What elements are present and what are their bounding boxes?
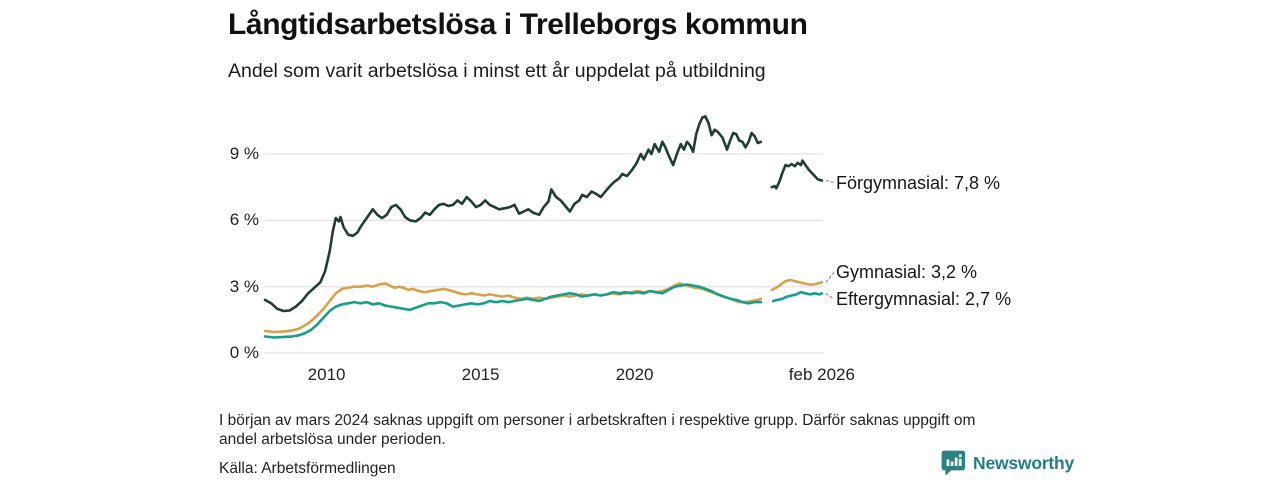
series-end-label-eftergymnasial: Eftergymnasial: 2,7 % — [836, 289, 1012, 310]
series-line-gymnasial — [263, 278, 824, 334]
newsworthy-logo-text: Newsworthy — [973, 453, 1075, 473]
newsworthy-logo: Newsworthy — [941, 450, 1074, 477]
y-tick-label: 3 % — [229, 276, 259, 296]
label-connector — [825, 271, 835, 283]
chart-title: Långtidsarbetslösa i Trelleborgs kommun — [228, 8, 808, 41]
newsworthy-logo-icon — [941, 450, 966, 477]
footnote-line-2: andel arbetslösa under perioden. — [219, 431, 446, 448]
series-line-förgymnasial — [263, 115, 824, 313]
series-end-label-gymnasial: Gymnasial: 3,2 % — [836, 262, 978, 283]
x-tick-label: 2015 — [461, 365, 500, 384]
y-tick-label: 0 % — [229, 343, 259, 362]
source-attribution: Källa: Arbetsförmedlingen — [219, 460, 396, 477]
x-tick-label: 2020 — [615, 365, 654, 384]
label-connector — [825, 292, 835, 300]
x-tick-label: 2010 — [307, 365, 346, 384]
series-end-label-forgymnasial: Förgymnasial: 7,8 % — [836, 172, 1001, 193]
label-connectors — [825, 179, 835, 300]
footnote-line-1: I början av mars 2024 saknas uppgift om … — [219, 412, 976, 429]
y-tick-label: 9 % — [229, 144, 259, 163]
chart-subtitle: Andel som varit arbetslösa i minst ett å… — [228, 60, 766, 82]
series-lines — [263, 115, 824, 339]
x-tick-label: feb 2026 — [788, 365, 855, 384]
gridlines — [265, 153, 823, 354]
series-line-eftergymnasial — [263, 283, 824, 339]
y-tick-label: 6 % — [229, 210, 259, 230]
label-connector — [825, 179, 835, 184]
